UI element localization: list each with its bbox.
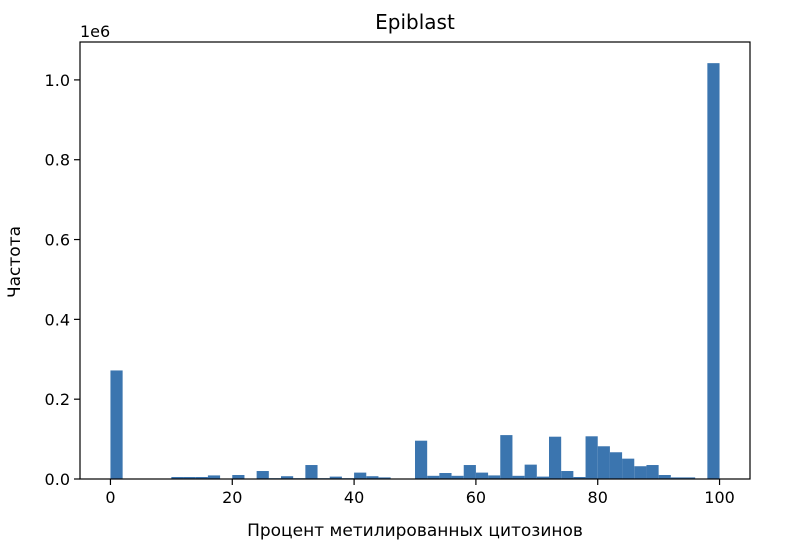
histogram-bar <box>573 477 586 479</box>
histogram-bar <box>256 471 269 479</box>
histogram-bar <box>427 475 440 479</box>
histogram-bar <box>634 466 647 479</box>
histogram-bar <box>281 476 294 479</box>
histogram-bar <box>585 436 598 479</box>
histogram-bar <box>354 472 367 479</box>
x-tick-label: 60 <box>466 488 486 507</box>
histogram-bar <box>463 465 476 479</box>
histogram-bar <box>609 452 623 479</box>
histogram-bar <box>110 370 123 479</box>
plot-frame <box>79 41 751 480</box>
histogram-bar <box>475 472 489 479</box>
histogram-bar <box>366 476 379 479</box>
histogram-bar <box>561 471 574 479</box>
y-tick-label: 0.2 <box>45 390 70 409</box>
histogram-bar <box>670 477 683 479</box>
histogram-bar <box>378 477 391 479</box>
histogram-bar <box>451 475 464 479</box>
y-tick-label: 0.6 <box>45 231 70 250</box>
x-tick-label: 100 <box>704 488 735 507</box>
x-tick-label: 20 <box>222 488 242 507</box>
histogram-bar <box>536 476 549 479</box>
x-tick-label: 40 <box>344 488 364 507</box>
histogram-bar <box>500 435 513 479</box>
histogram-bar <box>549 436 562 479</box>
histogram-bar <box>646 465 659 479</box>
histogram-bar <box>171 477 184 479</box>
bars-group <box>110 63 720 480</box>
histogram-bar <box>207 475 221 479</box>
histogram-bar <box>232 475 245 479</box>
histogram-bar <box>524 464 537 479</box>
y-tick-label: 0.4 <box>45 310 70 329</box>
y-tick-label: 0.8 <box>45 151 70 170</box>
histogram-bar <box>658 475 671 479</box>
histogram-bar <box>305 465 318 479</box>
histogram-bar <box>488 475 501 479</box>
histogram-bar <box>597 446 610 479</box>
x-tick-label: 80 <box>588 488 608 507</box>
histogram-bar <box>439 473 452 479</box>
x-tick-label: 0 <box>105 488 115 507</box>
y-tick-label: 1.0 <box>45 71 70 90</box>
histogram-bar <box>183 477 196 479</box>
chart-title: Epiblast <box>375 10 455 34</box>
x-axis-title: Процент метилированных цитозинов <box>247 521 583 541</box>
x-ticks-group: 0 20 40 60 80 100 <box>105 479 735 507</box>
histogram-bar <box>329 476 342 479</box>
histogram-bar <box>415 440 428 479</box>
y-ticks-group: 0.0 0.2 0.4 0.6 0.8 1.0 <box>45 71 80 489</box>
histogram-bar <box>622 458 635 479</box>
histogram-bar <box>512 475 525 479</box>
y-axis-title: Частота <box>5 226 25 298</box>
y-tick-label: 0.0 <box>45 470 70 489</box>
histogram-bar <box>707 63 720 480</box>
y-offset-label: 1e6 <box>80 22 110 41</box>
histogram-bar <box>683 477 696 479</box>
histogram-bar <box>195 477 208 479</box>
